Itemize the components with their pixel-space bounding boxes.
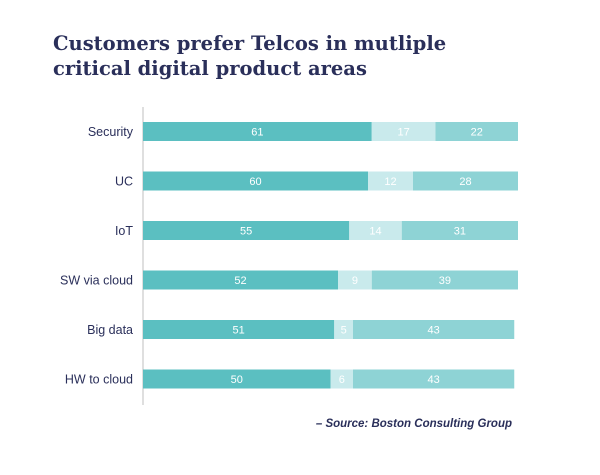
category-label: IoT xyxy=(115,224,133,238)
data-label: 12 xyxy=(384,176,396,188)
chart-title-line-2: critical digital product areas xyxy=(53,57,367,80)
data-label: 43 xyxy=(428,374,440,386)
data-label: 17 xyxy=(398,127,410,139)
data-label: 61 xyxy=(251,127,263,139)
data-label: 55 xyxy=(240,226,252,238)
category-label: SW via cloud xyxy=(60,274,133,288)
data-label: 5 xyxy=(341,325,347,337)
category-label: Security xyxy=(88,125,134,139)
bar-segment xyxy=(401,221,518,240)
data-label: 28 xyxy=(459,176,471,188)
data-label: 50 xyxy=(231,374,243,386)
bar-segment xyxy=(334,320,353,339)
bar-segment xyxy=(143,171,368,191)
chart-title: Customers prefer Telcos in mutliple crit… xyxy=(53,31,473,81)
data-label: 52 xyxy=(234,275,246,287)
data-label: 43 xyxy=(428,325,440,337)
data-label: 39 xyxy=(439,275,451,287)
bar-segment xyxy=(371,270,518,290)
bar-segment xyxy=(371,122,436,141)
data-label: 31 xyxy=(454,226,466,238)
bar-segment xyxy=(353,320,515,339)
bar-segment xyxy=(338,270,372,290)
category-label: Big data xyxy=(87,323,133,337)
data-label: 6 xyxy=(339,374,345,386)
bar-segment xyxy=(143,320,335,339)
bar-segment xyxy=(353,369,515,389)
bar-segment xyxy=(143,270,338,290)
bar-segment xyxy=(143,221,350,240)
source-note: – Source: Boston Consulting Group xyxy=(315,418,512,430)
bar-segment xyxy=(349,221,402,240)
bar-segment xyxy=(413,171,518,191)
chart-title-line-1: Customers prefer Telcos in mutliple xyxy=(53,32,447,55)
bar-segment xyxy=(143,369,331,389)
data-label: 51 xyxy=(233,325,245,337)
bar-segment xyxy=(435,122,518,141)
data-label: 60 xyxy=(249,176,261,188)
data-label: 14 xyxy=(369,226,381,238)
category-label: UC xyxy=(115,175,133,189)
data-label: 22 xyxy=(471,127,483,139)
bar-segment xyxy=(143,122,372,141)
category-label: HW to cloud xyxy=(65,373,133,387)
data-label: 9 xyxy=(352,275,358,287)
bar-segment xyxy=(330,369,353,389)
bar-segment xyxy=(368,171,413,191)
